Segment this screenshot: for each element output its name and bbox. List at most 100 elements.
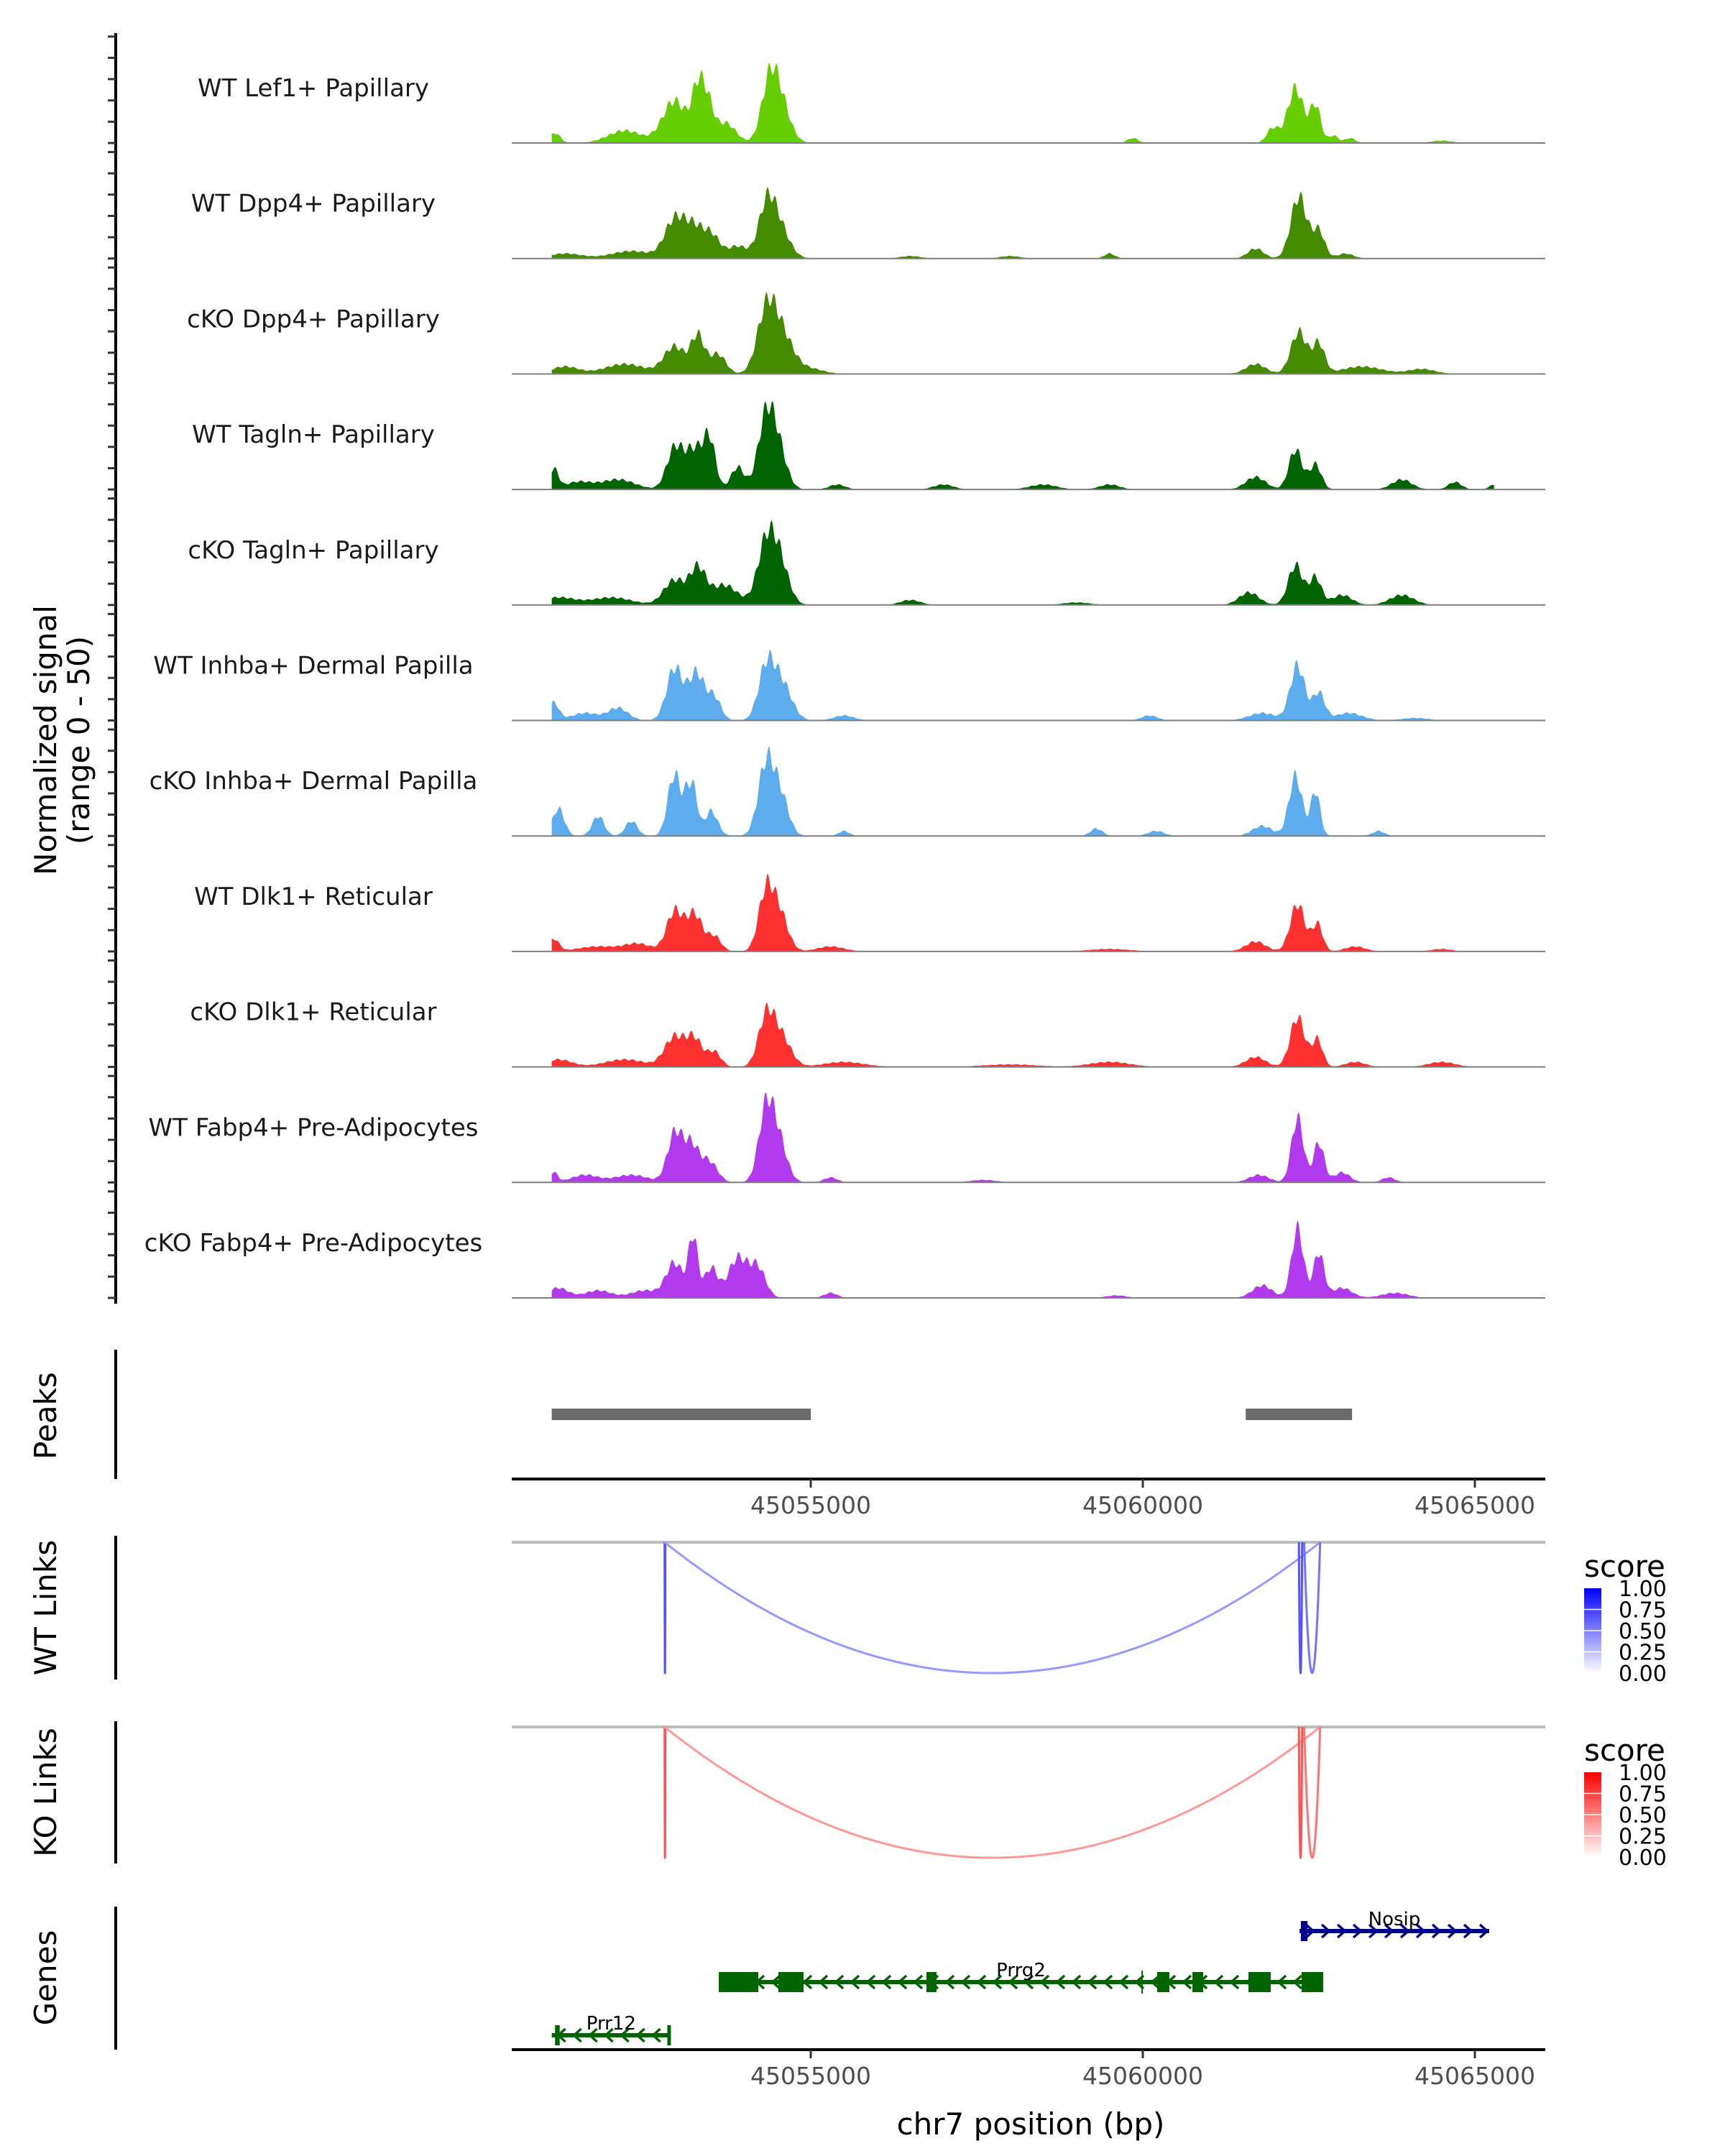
exon xyxy=(778,1972,804,1992)
strand-arrow xyxy=(976,1974,987,1990)
coverage-track: WT Fabp4+ Pre-Adipocytes xyxy=(149,1092,1545,1184)
legend-tick-label: 0.00 xyxy=(1619,1662,1667,1687)
genes-track-label: Genes xyxy=(28,1930,63,2026)
link-arc xyxy=(663,1726,667,1859)
coverage-track-label: cKO Tagln+ Papillary xyxy=(188,536,438,565)
coverage-track-label: WT Inhba+ Dermal Papilla xyxy=(153,652,473,681)
strand-arrow xyxy=(802,1974,813,1990)
exon xyxy=(1192,1972,1203,1992)
x-axis-tick-label: 45055000 xyxy=(750,2062,871,2090)
legend-tick-label: 0.25 xyxy=(1619,1641,1667,1666)
coverage-area xyxy=(551,1092,1494,1183)
x-axis-title: chr7 position (bp) xyxy=(897,2106,1165,2142)
strand-arrow xyxy=(604,2027,614,2043)
legend-tick-label: 0.50 xyxy=(1619,1619,1667,1644)
link-arc xyxy=(1303,1726,1322,1859)
legend-tick-label: 0.75 xyxy=(1619,1598,1667,1623)
coverage-track-label: cKO Fabp4+ Pre-Adipocytes xyxy=(144,1229,483,1258)
strand-arrow xyxy=(651,2027,661,2043)
strand-arrow xyxy=(1213,1974,1224,1990)
coverage-track: cKO Dlk1+ Reticular xyxy=(190,998,1545,1068)
genes-track: Genes Nosip Prrg2 Prr12 xyxy=(28,1907,1489,2050)
coverage-area xyxy=(551,1220,1494,1298)
coverage-area xyxy=(551,63,1494,143)
gene-model: Prr12 xyxy=(551,2013,671,2045)
strand-arrow xyxy=(1039,1974,1050,1990)
strand-arrow xyxy=(865,1974,876,1990)
strand-arrow xyxy=(818,1974,829,1990)
exon xyxy=(1156,1972,1169,1992)
strand-arrow xyxy=(1305,1923,1315,1939)
ko-legend-title: score xyxy=(1584,1733,1665,1768)
exon xyxy=(1248,1972,1271,1992)
coverage-area xyxy=(551,1003,1494,1067)
gene-model: Prrg2 xyxy=(719,1960,1323,1994)
exon xyxy=(1300,1921,1308,1941)
strand-arrow xyxy=(913,1974,924,1990)
strand-arrow xyxy=(992,1974,1003,1990)
strand-arrow xyxy=(1055,1974,1066,1990)
strand-arrow xyxy=(1103,1974,1113,1990)
ko-links-track: KO Links xyxy=(28,1721,1545,1864)
strand-arrow xyxy=(635,2027,645,2043)
legend-tick-label: 0.00 xyxy=(1619,1846,1667,1871)
wt-legend-title: score xyxy=(1584,1549,1665,1584)
exon xyxy=(1302,1972,1323,1992)
coverage-track-label: WT Dpp4+ Papillary xyxy=(191,190,436,218)
strand-arrow xyxy=(1447,1923,1458,1939)
coverage-track: WT Dlk1+ Reticular xyxy=(194,874,1545,952)
coverage-track-label: WT Tagln+ Papillary xyxy=(192,420,435,449)
peaks-track: Peaks xyxy=(28,1350,1353,1479)
link-arc xyxy=(663,1726,1321,1859)
legend-tick-label: 0.50 xyxy=(1619,1803,1667,1828)
strand-arrow xyxy=(897,1974,908,1990)
coverage-track-label: WT Lef1+ Papillary xyxy=(198,74,429,103)
x-axis-upper: 45055000 45060000 45065000 xyxy=(512,1478,1545,1519)
peak-region xyxy=(551,1409,811,1420)
x-axis-tick-label: 45060000 xyxy=(1082,2062,1203,2090)
legend-tick-label: 0.25 xyxy=(1619,1825,1667,1850)
coverage-track-label: WT Fabp4+ Pre-Adipocytes xyxy=(149,1113,479,1142)
strand-arrow xyxy=(881,1974,892,1990)
strand-arrow xyxy=(1292,1974,1303,1990)
ko-score-legend: score 1.000.750.500.250.00 xyxy=(1584,1733,1667,1871)
strand-arrow xyxy=(1463,1923,1473,1939)
signal-axis-title-line1: Normalized signal xyxy=(28,605,63,875)
coverage-area xyxy=(551,187,1494,259)
gene-models: Nosip Prrg2 Prr12 xyxy=(551,1909,1489,2045)
strand-arrow xyxy=(1399,1923,1410,1939)
strand-arrow xyxy=(1150,1974,1161,1990)
coverage-track: WT Dpp4+ Papillary xyxy=(191,187,1545,259)
strand-arrow xyxy=(1431,1923,1442,1939)
coverage-area xyxy=(551,650,1494,721)
coverage-y-axis xyxy=(108,33,117,1304)
strand-arrow xyxy=(1415,1923,1426,1939)
strand-arrow xyxy=(960,1974,971,1990)
x-axis-tick-label: 45065000 xyxy=(1414,1491,1535,1519)
coverage-track: cKO Dpp4+ Papillary xyxy=(187,292,1545,375)
strand-arrow xyxy=(572,2027,582,2043)
coverage-track-label: cKO Dlk1+ Reticular xyxy=(190,998,436,1027)
strand-arrow xyxy=(1352,1923,1363,1939)
peak-regions xyxy=(551,1409,1353,1420)
gene-label: Nosip xyxy=(1368,1909,1421,1930)
x-axis-tick-label: 45055000 xyxy=(750,1491,871,1519)
ko-links-label: KO Links xyxy=(28,1728,63,1857)
strand-arrow xyxy=(1478,1923,1489,1939)
strand-arrow xyxy=(1071,1974,1082,1990)
coverage-area xyxy=(551,292,1494,374)
strand-arrow xyxy=(1087,1974,1098,1990)
coverage-track: cKO Fabp4+ Pre-Adipocytes xyxy=(144,1220,1545,1299)
coverage-track: WT Tagln+ Papillary xyxy=(192,400,1545,491)
coverage-track-label: cKO Dpp4+ Papillary xyxy=(187,305,440,333)
strand-arrow xyxy=(620,2027,630,2043)
strand-arrow xyxy=(1384,1923,1394,1939)
coverage-track-label: cKO Inhba+ Dermal Papilla xyxy=(150,767,478,796)
peak-region xyxy=(1246,1409,1353,1420)
strand-arrow xyxy=(1024,1974,1034,1990)
x-axis-tick-label: 45065000 xyxy=(1414,2062,1535,2090)
strand-arrow xyxy=(1182,1974,1192,1990)
coverage-track: WT Inhba+ Dermal Papilla xyxy=(153,650,1545,722)
wt-links-track: WT Links xyxy=(28,1536,1545,1680)
